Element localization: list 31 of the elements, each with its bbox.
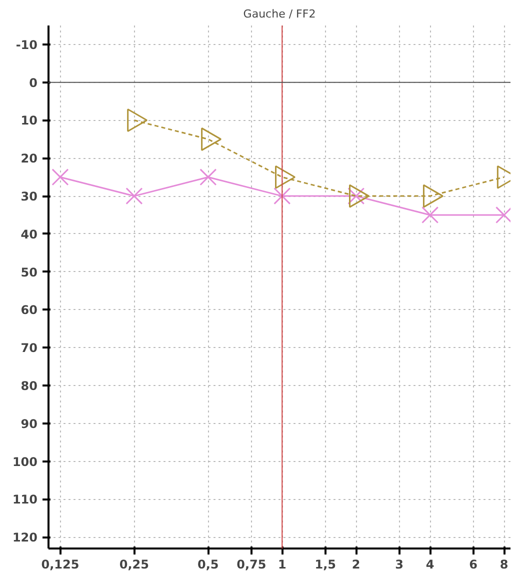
y-tick-label: 110 [12, 492, 38, 507]
y-tick-label: 70 [20, 341, 38, 356]
x-tick-label: 1 [278, 558, 286, 572]
y-tick-label: 80 [20, 379, 38, 394]
y-tick-label: 120 [12, 530, 38, 545]
y-tick-label: 10 [20, 114, 38, 128]
y-tick-label: 90 [20, 416, 38, 431]
x-tick-label: 0,75 [236, 558, 266, 572]
y-tick-label: 20 [20, 152, 38, 166]
point [274, 188, 291, 205]
x-tick-label: 0,25 [119, 558, 149, 572]
y-tick-label: -10 [16, 38, 38, 52]
x-tick-label: 1,5 [314, 558, 336, 572]
x-tick-label: 4 [426, 558, 434, 572]
y-tick-label: 100 [12, 454, 38, 469]
x-tick-label: 2 [352, 558, 360, 572]
chart-title: Gauche / FF2 [243, 8, 316, 20]
y-tick-label: 30 [20, 190, 38, 204]
y-tick-label: 0 [29, 76, 38, 90]
x-tick-label: 0,5 [198, 558, 219, 572]
y-tick-label: 50 [20, 265, 38, 280]
point [52, 168, 69, 186]
x-tick-label: 8 [500, 558, 508, 572]
point [200, 168, 217, 186]
point [126, 188, 143, 205]
y-tick-label: 60 [20, 303, 38, 318]
x-tick-label: 6 [469, 558, 478, 572]
x-tick-label: 0,125 [41, 558, 80, 572]
x-tick-label: 3 [395, 558, 404, 572]
point [422, 206, 439, 224]
y-tick-label: 40 [20, 227, 38, 242]
